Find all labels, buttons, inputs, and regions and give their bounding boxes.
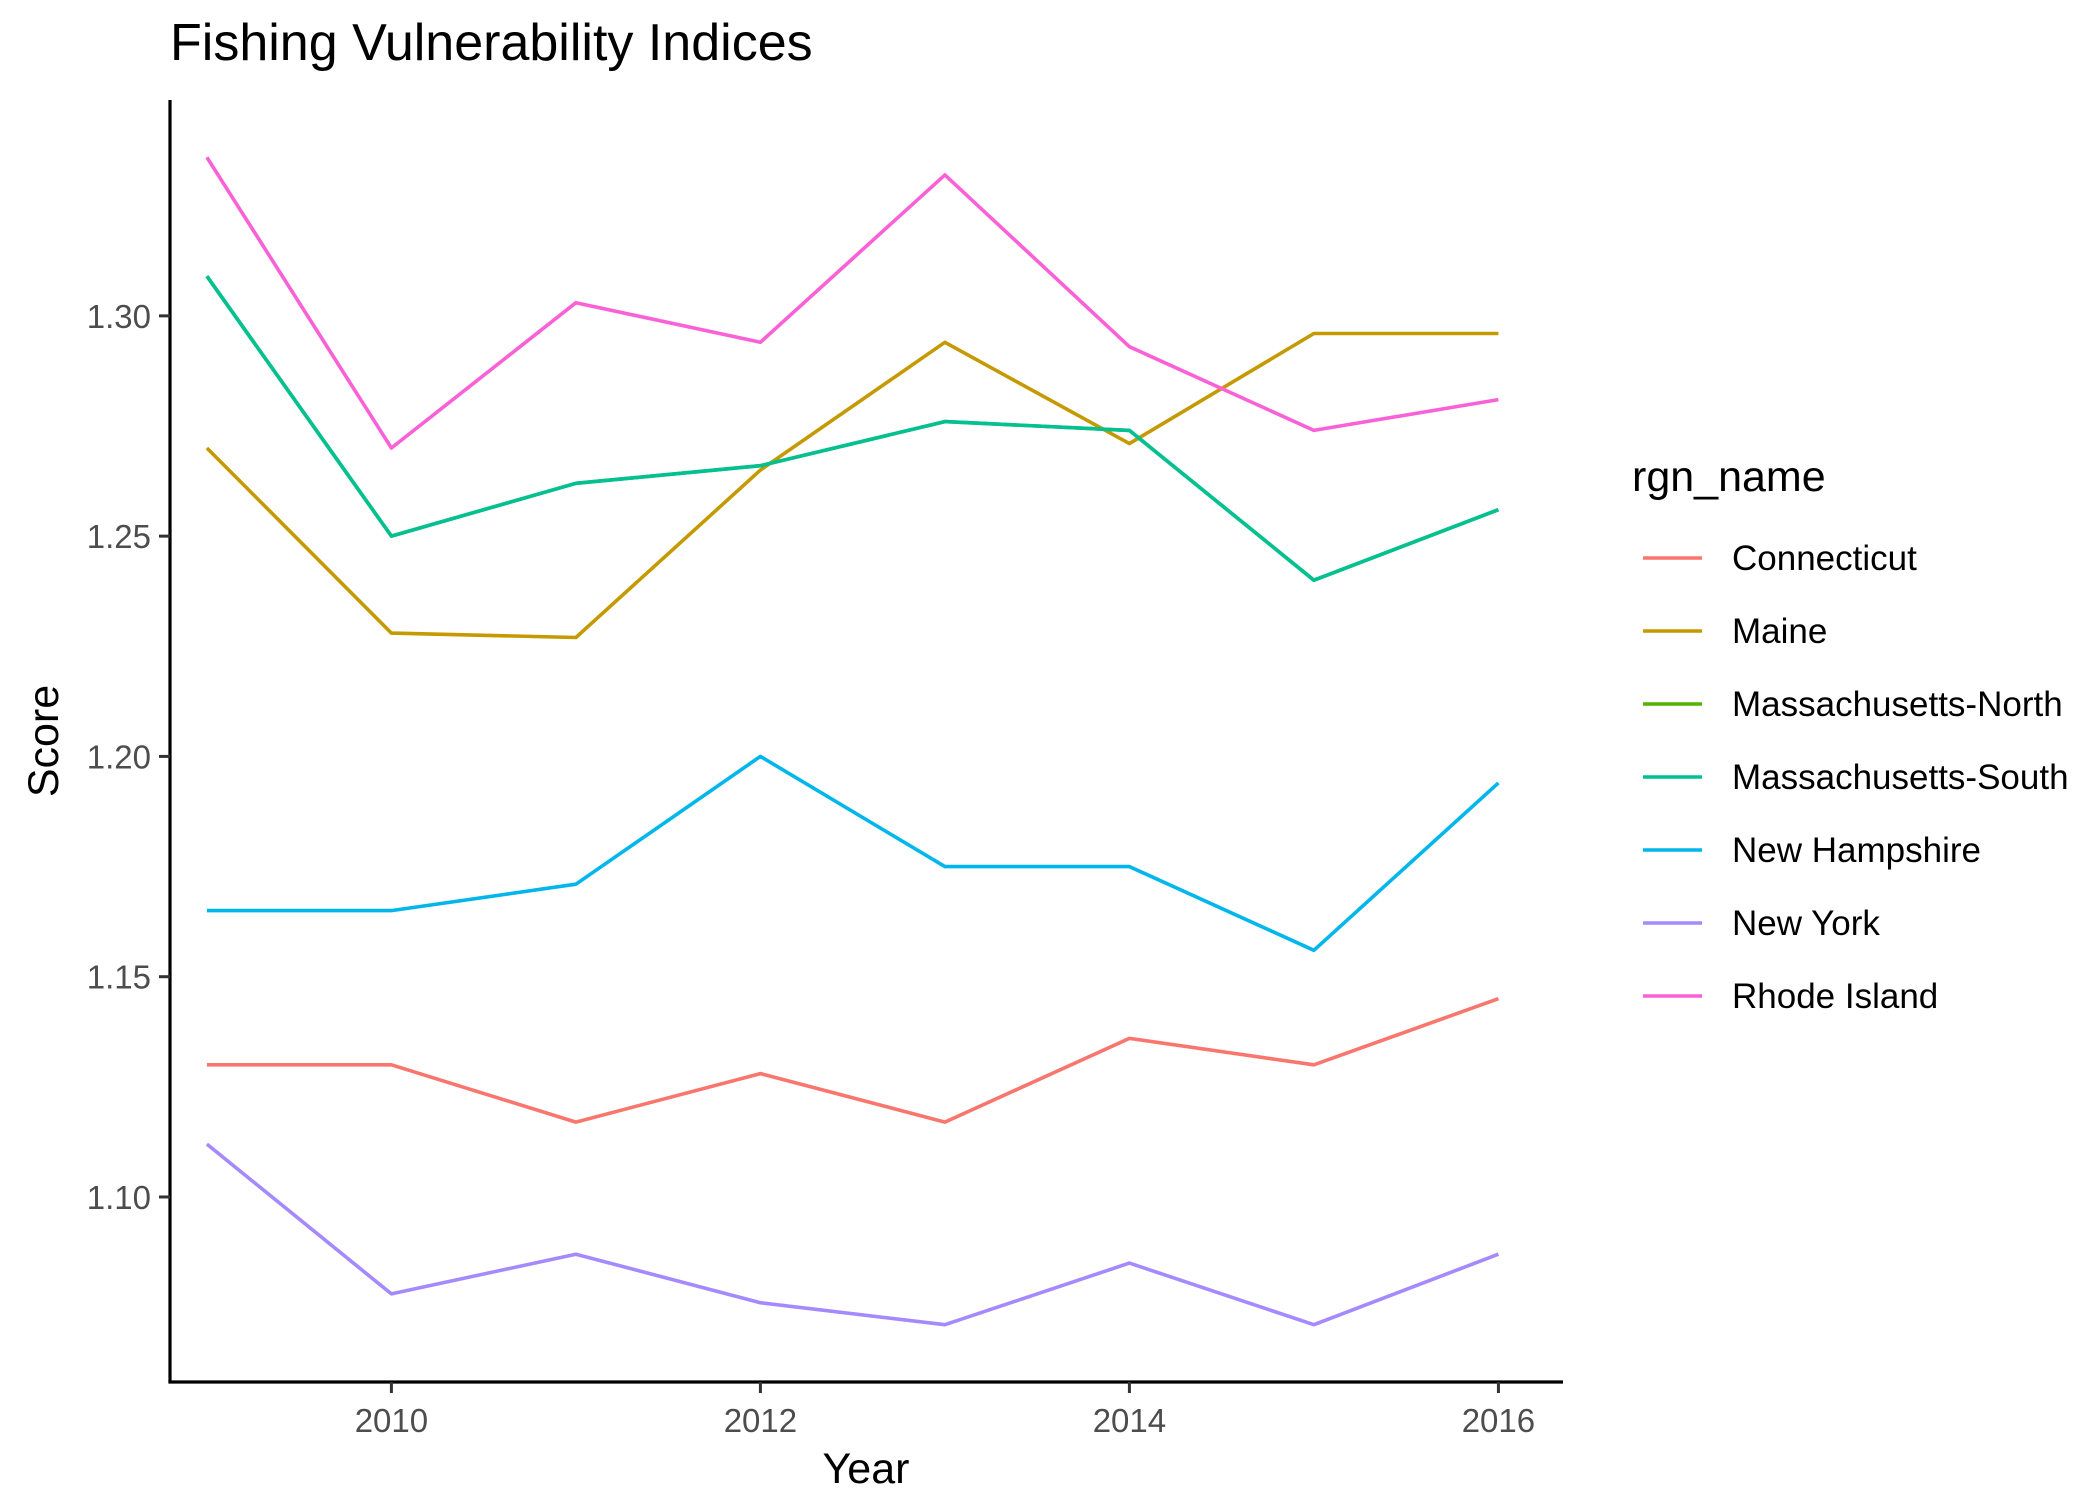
legend-label: Maine — [1732, 612, 1827, 651]
legend-title: rgn_name — [1632, 453, 1826, 501]
series-line-new-york — [205, 1142, 1500, 1327]
legend-label: Massachusetts-South — [1732, 758, 2069, 797]
legend-item-massachusetts-north: Massachusetts-North — [1643, 685, 2063, 724]
y-tick-label: 1.30 — [87, 298, 151, 335]
y-tick-label: 1.20 — [87, 738, 151, 775]
series-line-maine — [205, 331, 1499, 640]
legend-label: Connecticut — [1732, 539, 1917, 578]
y-tick-label: 1.25 — [87, 518, 151, 555]
legend-item-new-york: New York — [1643, 904, 1880, 943]
y-axis-title: Score — [20, 685, 68, 797]
series-line-new-hampshire — [206, 754, 1500, 953]
series-line-connecticut — [206, 997, 1500, 1124]
legend-label: Massachusetts-North — [1732, 685, 2063, 724]
legend-item-massachusetts-south: Massachusetts-South — [1643, 758, 2069, 797]
series-lines — [205, 156, 1500, 1327]
x-tick-label: 2012 — [724, 1402, 797, 1439]
legend-item-maine: Maine — [1643, 612, 1827, 651]
legend-item-new-hampshire: New Hampshire — [1643, 831, 1981, 870]
series-line-rhode-island — [205, 156, 1499, 450]
legend-items: Connecticut Maine Massachusetts-North Massa… — [1643, 539, 2069, 1016]
x-axis-ticks: 2010 2012 2014 2016 — [355, 1382, 1535, 1439]
legend-item-rhode-island: Rhode Island — [1643, 977, 1938, 1016]
x-tick-label: 2016 — [1462, 1402, 1535, 1439]
y-tick-label: 1.15 — [87, 959, 151, 996]
legend-label: New York — [1732, 904, 1880, 943]
y-tick-label: 1.10 — [87, 1179, 151, 1216]
series-line-massachusetts-south — [205, 275, 1500, 583]
legend: rgn_name Connecticut Maine Massachusetts-N… — [1632, 453, 2069, 1016]
x-axis-title: Year — [823, 1445, 910, 1493]
x-tick-label: 2010 — [355, 1402, 428, 1439]
y-axis-ticks: 1.10 1.15 1.20 1.25 1.30 — [87, 298, 170, 1216]
x-tick-label: 2014 — [1093, 1402, 1166, 1439]
chart-title: Fishing Vulnerability Indices — [170, 14, 813, 72]
plot-area: 2010 2012 2014 2016 1.10 1.15 1.20 1.25 1.30 — [87, 100, 1563, 1439]
legend-label: Rhode Island — [1732, 977, 1938, 1016]
legend-label: New Hampshire — [1732, 831, 1981, 870]
legend-item-connecticut: Connecticut — [1643, 539, 1917, 578]
